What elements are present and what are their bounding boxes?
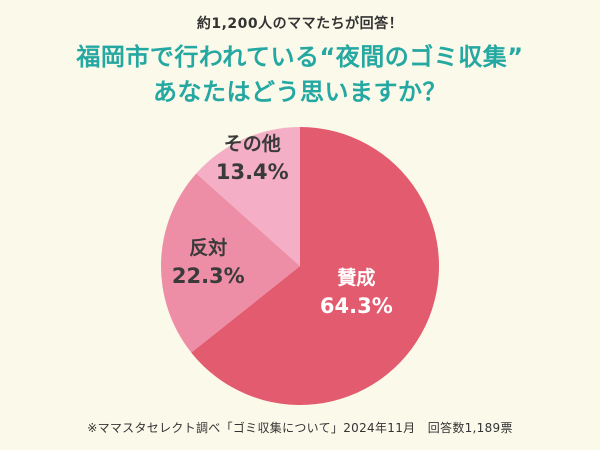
- source-note: ※ママスタセレクト調べ「ゴミ収集について」2024年11月 回答数1,189票: [87, 421, 513, 435]
- pie-slice-3: [196, 126, 300, 266]
- respondent-note: 約1,200人のママたちが回答！: [196, 16, 404, 32]
- pie-slice-1: [191, 126, 439, 405]
- title-line-2: あなたはどう思いますか？: [153, 77, 447, 106]
- pie-chart-area: 賛成 64.3% 反対 22.3% その他 13.4%: [160, 126, 440, 406]
- title-line-1: 福岡市で行われている“夜間のゴミ収集”: [76, 43, 524, 71]
- pie-slice-2: [161, 173, 300, 353]
- page-title: 福岡市で行われている“夜間のゴミ収集” あなたはどう思いますか？: [0, 40, 600, 110]
- pie-chart: [161, 126, 439, 405]
